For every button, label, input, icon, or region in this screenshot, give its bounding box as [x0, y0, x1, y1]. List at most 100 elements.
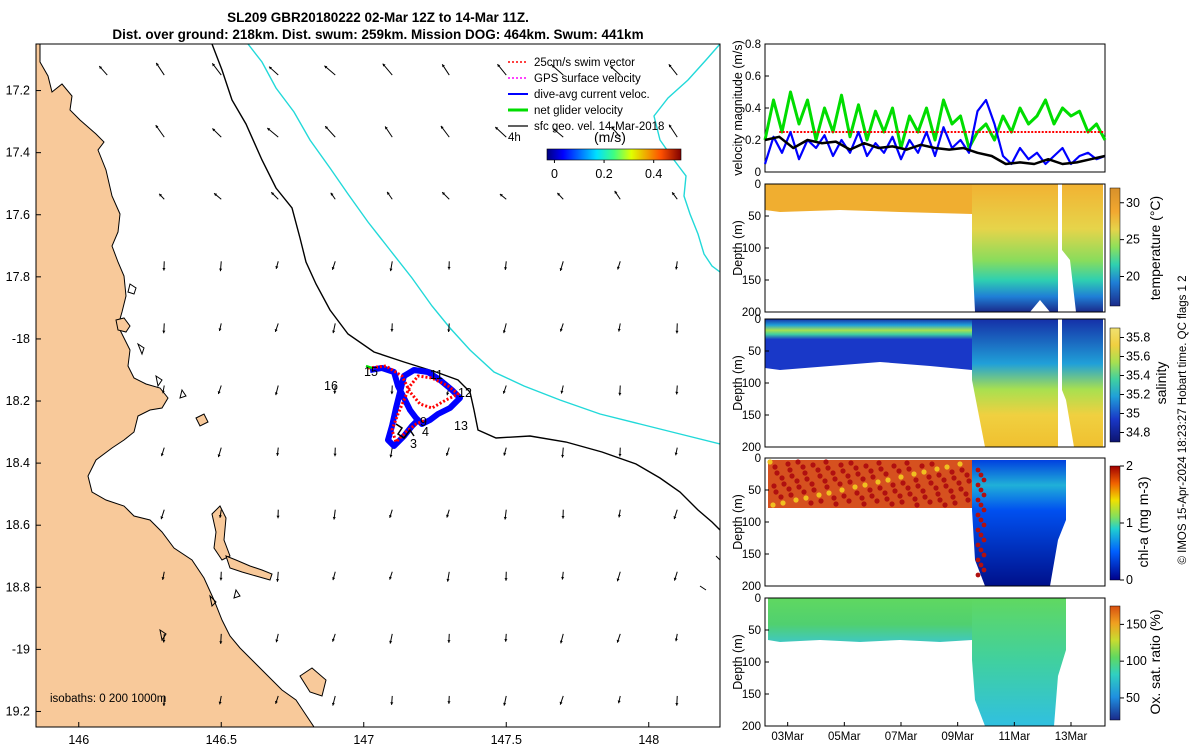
chl-dot	[929, 461, 935, 467]
geo-vel-arrowhead	[559, 701, 563, 705]
chl-dot	[966, 478, 972, 484]
colorbar-tick-label: 0.2	[595, 167, 612, 181]
geo-vel-arrowhead	[212, 128, 216, 132]
section-colorbar-tick-label: 20	[1126, 270, 1140, 284]
geo-vel-arrowhead	[553, 128, 557, 132]
depth-tick-label: 50	[748, 211, 761, 223]
oxygen-x-ticks: 03Mar 05Mar 07Mar 09Mar 11Mar 13Mar	[771, 722, 1087, 743]
geo-vel-arrowhead	[212, 63, 216, 67]
velocity-y-tick-label: 0	[755, 167, 761, 179]
day-label-16: 16	[324, 379, 338, 393]
geo-vel-arrowhead	[160, 453, 164, 457]
geo-vel-arrowhead	[561, 576, 565, 580]
geo-vel-arrowhead	[333, 391, 337, 394]
geo-vel-arrowhead	[276, 515, 280, 519]
map-x-ticks: 146 146.5 147 147.5 148	[68, 722, 659, 747]
depth-tick-label: 50	[748, 346, 761, 358]
day-label-11: 11	[430, 368, 443, 382]
temperature-upper	[765, 184, 972, 214]
salinity-deep-2	[1062, 319, 1103, 447]
chl-dot	[869, 493, 875, 499]
oxygen-y-ticks: 0 50 100 150 200	[742, 593, 769, 733]
section-colorbar-tick-label: 35.4	[1126, 369, 1150, 383]
geo-vel-arrowhead	[267, 128, 271, 131]
chl-dot	[899, 499, 905, 505]
velocity-series-line	[764, 135, 1106, 166]
chl-dot	[771, 483, 777, 489]
geo-vel-arrowhead	[330, 192, 334, 196]
chl-dot	[897, 493, 903, 499]
chl-dot	[772, 464, 778, 470]
geo-vel-arrowhead	[269, 66, 273, 70]
depth-tick-label: 50	[748, 625, 761, 637]
geo-vel-arrowhead	[559, 640, 563, 644]
dive-avg-track	[369, 365, 463, 449]
geo-vel-arrowhead	[446, 514, 450, 518]
geo-vel-arrowhead	[389, 454, 393, 458]
chl-dot	[978, 517, 984, 523]
chl-dot	[904, 460, 910, 466]
chl-dot	[936, 472, 942, 478]
geo-vel-arrowhead	[388, 576, 392, 580]
geo-vel-arrowhead	[332, 577, 336, 581]
section-colorbar-tick-label: 150	[1126, 617, 1147, 631]
chl-dot	[870, 474, 876, 480]
geo-vel-arrowhead	[331, 638, 335, 642]
geo-vel-arrowhead	[274, 700, 278, 704]
geo-vel-arrowhead	[217, 454, 221, 458]
chl-dot	[847, 479, 853, 485]
geo-vel-arrowhead	[219, 577, 223, 581]
colorbar-tick-label: 0.4	[645, 167, 662, 181]
depth-tick-label: 200	[742, 721, 761, 733]
geo-vel-arrowhead	[442, 64, 445, 68]
geo-vel-arrowhead	[274, 328, 278, 332]
chl-dot	[907, 491, 913, 497]
geo-vel-arrowhead	[674, 638, 678, 642]
geo-vel-arrowhead	[614, 190, 618, 194]
geo-vel-arrowhead	[503, 516, 507, 520]
geo-vel-arrowhead	[447, 329, 451, 333]
geo-vel-arrowhead	[99, 66, 103, 70]
chl-dot	[853, 465, 859, 471]
map-x-tick-label: 146	[68, 733, 89, 747]
chl-dot	[833, 501, 839, 507]
chl-dot	[859, 495, 865, 501]
chl-dot	[815, 467, 821, 473]
map-legend: 25cm/s swim vector GPS surface velocity …	[508, 57, 682, 181]
chl-dot	[831, 495, 837, 501]
glider-track	[365, 364, 463, 449]
chl-dot	[781, 481, 787, 487]
chl-dot	[824, 484, 830, 490]
velocity-y-tick-label: 0.6	[745, 71, 761, 83]
chl-dot	[915, 483, 921, 489]
geo-vel-arrowhead	[389, 640, 393, 644]
chl-dot	[892, 488, 898, 494]
oxygen-cb-label: Ox. sat. ratio (%)	[1147, 609, 1163, 714]
chl-dot	[963, 491, 969, 497]
chlorophyll-cb-label: chl-a (mg m-3)	[1135, 476, 1151, 567]
depth-tick-label: 200	[742, 442, 761, 454]
colorbar-title: (m/s)	[594, 129, 626, 145]
chl-dot	[890, 482, 896, 488]
depth-tick-label: 100	[742, 657, 761, 669]
geo-vel-arrowhead	[617, 514, 621, 518]
oxygen-ylabel: Depth (m)	[731, 634, 745, 690]
geo-vel-arrowhead	[446, 392, 450, 396]
chl-dot	[795, 459, 801, 465]
chl-dot	[786, 486, 792, 492]
geo-vel-arrowhead	[159, 193, 163, 197]
colorbar-ticks: 0 0.2 0.4	[551, 160, 662, 181]
chl-dot	[839, 487, 845, 493]
chl-dot	[975, 482, 981, 488]
chl-dot	[889, 501, 895, 507]
map-colorbar	[546, 148, 682, 161]
temperature-y-ticks: 0 50 100 150 200	[742, 179, 769, 319]
chl-dot	[867, 487, 873, 493]
geo-vel-arrowhead	[218, 515, 222, 518]
day-label-9: 9	[420, 415, 427, 429]
chl-dot	[978, 562, 984, 568]
chl-dot	[975, 542, 981, 548]
geo-vel-arrowhead	[219, 268, 223, 272]
map-x-tick-label: 147.5	[491, 733, 522, 747]
salinity-cb-label: salinity	[1153, 362, 1169, 405]
